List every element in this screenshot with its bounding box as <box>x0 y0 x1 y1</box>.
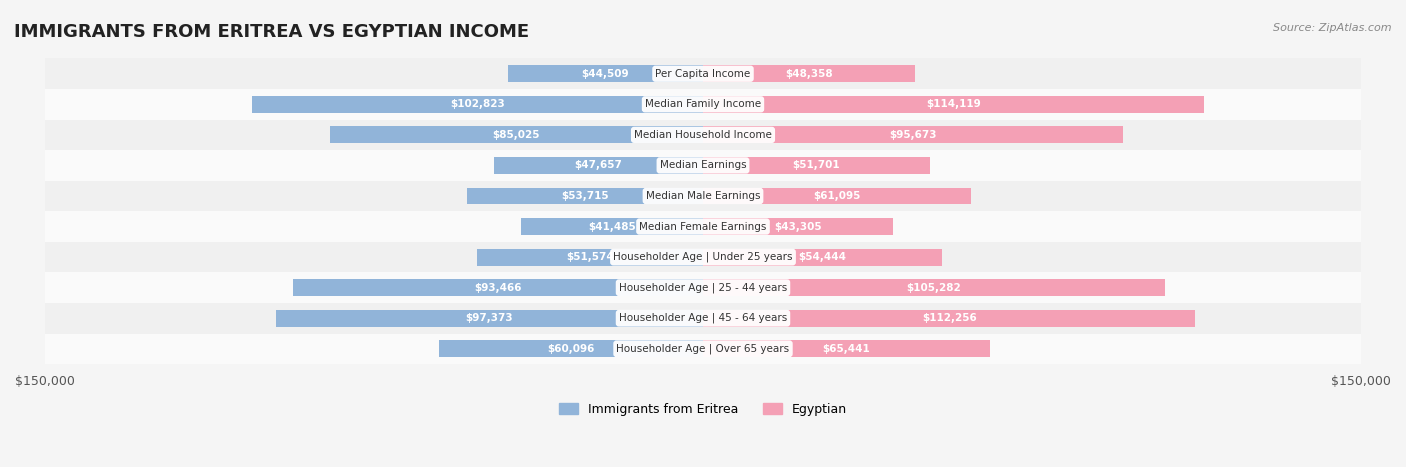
Bar <box>330 127 703 143</box>
Bar <box>439 340 703 357</box>
Text: $60,096: $60,096 <box>547 344 595 354</box>
Bar <box>252 96 703 113</box>
Text: IMMIGRANTS FROM ERITREA VS EGYPTIAN INCOME: IMMIGRANTS FROM ERITREA VS EGYPTIAN INCO… <box>14 23 529 42</box>
Text: $41,485: $41,485 <box>588 221 636 232</box>
Text: Source: ZipAtlas.com: Source: ZipAtlas.com <box>1274 23 1392 33</box>
Text: $48,358: $48,358 <box>786 69 832 79</box>
Text: Per Capita Income: Per Capita Income <box>655 69 751 79</box>
Text: $54,444: $54,444 <box>799 252 846 262</box>
Text: $105,282: $105,282 <box>907 283 962 293</box>
Bar <box>703 127 1123 143</box>
Bar <box>45 333 1361 364</box>
Bar <box>703 340 990 357</box>
Bar <box>477 249 703 266</box>
Text: $43,305: $43,305 <box>775 221 821 232</box>
Bar <box>703 218 893 235</box>
Text: Householder Age | Under 25 years: Householder Age | Under 25 years <box>613 252 793 262</box>
Text: Householder Age | Over 65 years: Householder Age | Over 65 years <box>616 344 790 354</box>
Legend: Immigrants from Eritrea, Egyptian: Immigrants from Eritrea, Egyptian <box>554 398 852 421</box>
Bar <box>508 65 703 82</box>
Text: $102,823: $102,823 <box>450 99 505 109</box>
Text: $51,701: $51,701 <box>793 161 841 170</box>
Text: $97,373: $97,373 <box>465 313 513 323</box>
Text: Median Female Earnings: Median Female Earnings <box>640 221 766 232</box>
Bar <box>45 242 1361 272</box>
Text: Householder Age | 25 - 44 years: Householder Age | 25 - 44 years <box>619 283 787 293</box>
Text: Householder Age | 45 - 64 years: Householder Age | 45 - 64 years <box>619 313 787 324</box>
Bar <box>703 157 929 174</box>
Bar <box>45 89 1361 120</box>
Text: $114,119: $114,119 <box>927 99 981 109</box>
Bar <box>45 211 1361 242</box>
Bar <box>45 150 1361 181</box>
Bar <box>45 120 1361 150</box>
Bar <box>45 58 1361 89</box>
Bar <box>522 218 703 235</box>
Bar <box>703 279 1166 296</box>
Text: $112,256: $112,256 <box>922 313 977 323</box>
Bar <box>45 303 1361 333</box>
Bar <box>703 96 1204 113</box>
Bar <box>45 181 1361 211</box>
Text: $44,509: $44,509 <box>582 69 628 79</box>
Text: $61,095: $61,095 <box>813 191 860 201</box>
Bar <box>467 188 703 205</box>
Text: $95,673: $95,673 <box>889 130 936 140</box>
Text: $93,466: $93,466 <box>474 283 522 293</box>
Text: Median Earnings: Median Earnings <box>659 161 747 170</box>
Text: $51,574: $51,574 <box>567 252 614 262</box>
Bar <box>703 249 942 266</box>
Bar <box>703 310 1195 326</box>
Bar <box>494 157 703 174</box>
Bar <box>45 272 1361 303</box>
Text: $65,441: $65,441 <box>823 344 870 354</box>
Text: $85,025: $85,025 <box>492 130 540 140</box>
Text: $47,657: $47,657 <box>575 161 623 170</box>
Bar <box>703 188 972 205</box>
Bar <box>276 310 703 326</box>
Text: Median Male Earnings: Median Male Earnings <box>645 191 761 201</box>
Text: Median Household Income: Median Household Income <box>634 130 772 140</box>
Bar <box>292 279 703 296</box>
Bar <box>703 65 915 82</box>
Text: Median Family Income: Median Family Income <box>645 99 761 109</box>
Text: $53,715: $53,715 <box>561 191 609 201</box>
